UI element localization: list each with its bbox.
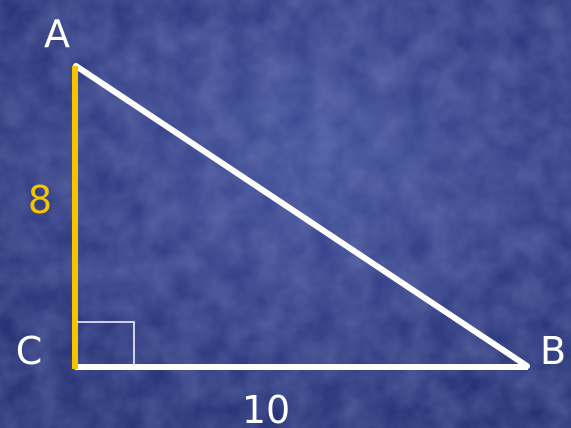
right-angle-marker — [77, 321, 135, 365]
vertex-label-b: B — [540, 329, 566, 373]
side-ab — [73, 63, 530, 369]
vertex-label-c: C — [16, 329, 43, 373]
vertex-label-a: A — [44, 12, 70, 56]
side-ac-length-label: 8 — [28, 178, 52, 222]
side-cb-length-label: 10 — [242, 388, 290, 428]
